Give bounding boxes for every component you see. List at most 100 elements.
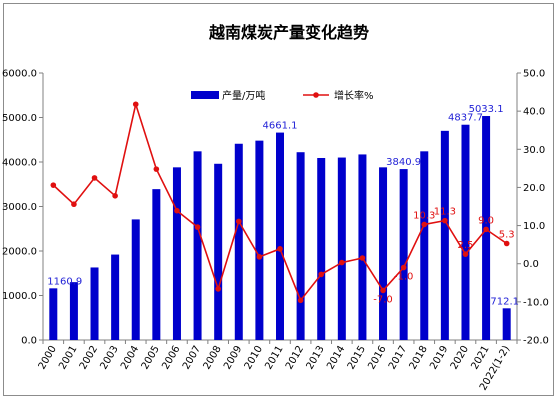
y-right-tick-label: 40.0 — [523, 107, 545, 118]
legend-bar-swatch — [191, 91, 219, 99]
line-point — [132, 101, 139, 108]
x-tick-label: 2006 — [160, 344, 182, 372]
line-point — [421, 221, 428, 228]
line-point — [194, 224, 201, 230]
line-point — [215, 286, 221, 292]
bar — [69, 282, 78, 340]
line-point — [339, 259, 345, 266]
y-left-tick-label: 0.0 — [21, 336, 37, 347]
x-tick-label: 2019 — [428, 344, 450, 372]
line-value-label: -7.0 — [373, 294, 393, 305]
x-tick-label: 2011 — [263, 344, 285, 372]
line-point — [112, 193, 118, 199]
x-tick-label: 2007 — [181, 344, 203, 372]
bar — [234, 143, 243, 340]
x-tick-label: 2009 — [222, 344, 244, 372]
y-left-tick-label: 5000.0 — [2, 113, 37, 124]
line-point — [462, 251, 469, 257]
line-point — [503, 240, 510, 247]
bar-value-label: 5033.1 — [469, 104, 504, 115]
bar — [49, 288, 58, 340]
x-tick-label: 2001 — [57, 344, 79, 372]
bar — [399, 169, 408, 340]
y-right-tick-label: -20.0 — [523, 336, 549, 347]
x-tick-label: 2015 — [346, 344, 368, 372]
y-left-tick-label: 1000.0 — [2, 291, 37, 302]
bar — [193, 151, 202, 340]
legend-line-marker — [313, 92, 319, 98]
bar — [358, 154, 367, 340]
chart-title: 越南煤炭产量变化趋势 — [208, 23, 369, 42]
x-tick-label: 2018 — [408, 344, 430, 372]
x-tick-label: 2000 — [37, 344, 59, 372]
y-right-tick-label: 0.0 — [523, 259, 539, 270]
bar-value-label: 3840.9 — [386, 157, 421, 168]
line-point — [483, 226, 489, 233]
line-point — [359, 255, 366, 261]
bar — [337, 157, 346, 340]
y-left-tick-label: 2000.0 — [2, 247, 37, 258]
bar-value-label: 1160.9 — [47, 276, 82, 287]
x-tick-label: 2004 — [119, 344, 141, 372]
y-right-tick-label: 50.0 — [523, 69, 545, 80]
bar — [296, 152, 305, 340]
y-right-tick-label: 30.0 — [523, 145, 545, 156]
bar-series — [49, 116, 511, 341]
line-point — [380, 287, 386, 294]
y-right-tick-label: 10.0 — [523, 221, 545, 232]
bar — [255, 140, 264, 340]
line-value-label: 10.3 — [413, 210, 435, 221]
bar-value-label: 712.1 — [490, 296, 519, 307]
line-point — [318, 271, 325, 278]
x-tick-label: 2002 — [78, 344, 100, 372]
line-point — [91, 175, 98, 181]
line-value-label: -1.0 — [394, 272, 414, 283]
legend-line-label: 增长率% — [334, 89, 374, 102]
line-point — [277, 246, 283, 252]
x-tick-label: 2017 — [387, 344, 409, 372]
x-tick-label: 2016 — [366, 344, 388, 372]
bar — [90, 267, 99, 340]
bar-value-label: 4661.1 — [263, 121, 298, 132]
y-right-tick-label: -10.0 — [523, 297, 549, 308]
y-left-tick-label: 3000.0 — [2, 202, 37, 213]
line-point — [153, 166, 160, 172]
line-point — [256, 254, 263, 260]
legend: 产量/万吨 增长率% — [191, 89, 374, 102]
x-tick-label: 2020 — [449, 344, 471, 372]
bar — [317, 157, 326, 340]
bar — [420, 151, 429, 340]
x-tick-label: 2008 — [202, 344, 224, 372]
line-point — [297, 297, 304, 304]
bar — [461, 124, 470, 340]
x-tick-label: 2013 — [305, 344, 327, 372]
bar — [131, 219, 140, 340]
x-tick-label: 2010 — [243, 344, 265, 372]
line-point — [235, 218, 242, 225]
line-point — [442, 217, 448, 224]
bar — [172, 167, 181, 340]
y-left-tick-label: 4000.0 — [2, 158, 37, 169]
line-point — [50, 182, 57, 188]
bar — [214, 163, 223, 340]
x-tick-label: 2012 — [284, 344, 306, 372]
x-tick-label: 2005 — [140, 344, 162, 372]
line-point — [71, 201, 77, 208]
line-series — [50, 101, 510, 304]
legend-bar-label: 产量/万吨 — [222, 89, 265, 102]
line-value-label: 11.3 — [434, 207, 456, 218]
bar — [111, 254, 120, 340]
line-value-label: 5.3 — [499, 229, 515, 240]
y-right-tick-label: 20.0 — [523, 183, 545, 194]
bar — [152, 189, 161, 340]
line-value-label: 2.5 — [458, 240, 474, 251]
x-tick-label: 2014 — [325, 344, 347, 372]
bar — [379, 167, 388, 340]
y-left-tick-label: 6000.0 — [2, 69, 37, 80]
bar-value-label: 4837.7 — [448, 113, 483, 124]
bar — [276, 132, 284, 340]
line-point — [400, 264, 407, 271]
line-point — [174, 207, 180, 214]
